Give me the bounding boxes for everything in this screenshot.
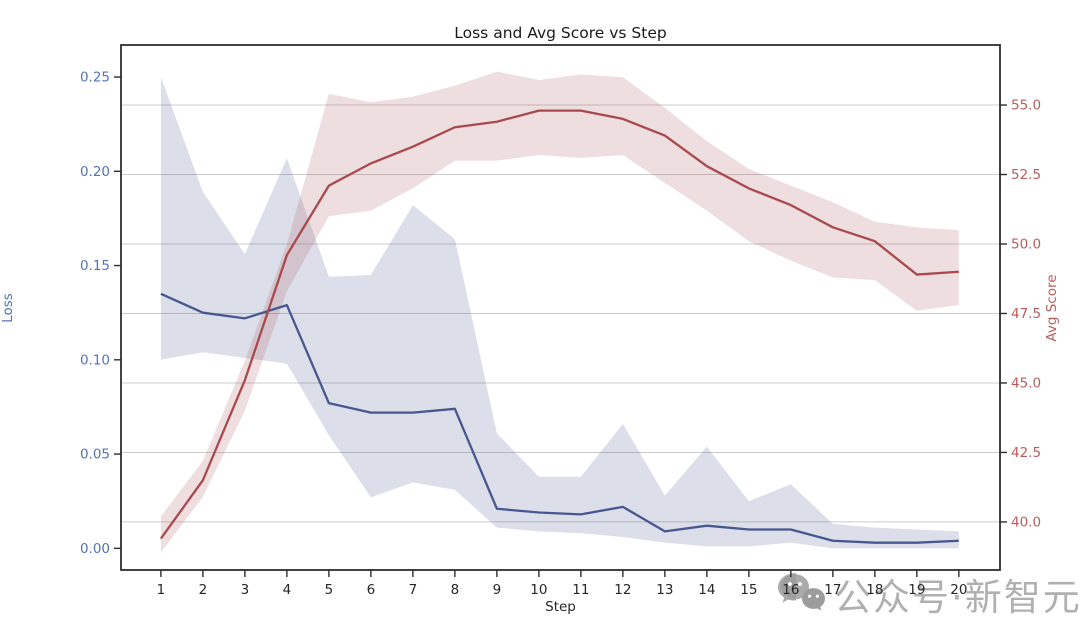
y-right-tick-label: 50.0	[1011, 236, 1041, 252]
y-right-tick-label: 40.0	[1011, 514, 1041, 530]
x-tick-label: 11	[572, 582, 589, 598]
plot-border	[120, 44, 1001, 571]
x-tick-label: 3	[241, 582, 250, 598]
x-tick-label: 6	[367, 582, 376, 598]
y-right-tick-label: 47.5	[1011, 306, 1041, 322]
x-tick-label: 15	[740, 582, 757, 598]
y-right-tick-label: 45.0	[1011, 375, 1041, 391]
x-tick-label: 14	[698, 582, 715, 598]
x-tick-label: 5	[325, 582, 334, 598]
x-tick-label: 19	[908, 582, 925, 598]
band-loss	[160, 77, 959, 549]
y-axis-label-avg-score: Avg Score	[1044, 274, 1060, 342]
x-tick-label: 10	[530, 582, 547, 598]
y-right-tick-label: 42.5	[1011, 445, 1041, 461]
x-tick-label: 8	[451, 582, 460, 598]
chart-title: Loss and Avg Score vs Step	[454, 24, 667, 42]
x-tick-label: 20	[950, 582, 967, 598]
y-left-tick-label: 0.25	[80, 70, 110, 86]
x-tick-label: 1	[157, 582, 166, 598]
y-left-tick-label: 0.05	[80, 447, 110, 463]
wechat-icon	[778, 573, 825, 611]
x-tick-label: 9	[493, 582, 502, 598]
line-loss	[160, 292, 959, 544]
x-tick-label: 7	[409, 582, 418, 598]
x-tick-label: 12	[614, 582, 631, 598]
y-left-tick-label: 0.15	[80, 258, 110, 274]
y-axis-label-loss: Loss	[0, 293, 16, 323]
y-left-tick-label: 0.20	[80, 164, 110, 180]
x-axis-label: Step	[545, 599, 576, 615]
x-tick-label: 13	[656, 582, 673, 598]
x-tick-label: 16	[782, 582, 799, 598]
y-left-tick-label: 0.00	[80, 541, 110, 557]
x-tick-label: 18	[866, 582, 883, 598]
x-tick-label: 17	[824, 582, 841, 598]
x-tick-label: 2	[199, 582, 208, 598]
watermark-text: 公众号·新智元	[834, 576, 1080, 619]
y-left-tick-label: 0.10	[80, 352, 110, 368]
x-tick-label: 4	[283, 582, 292, 598]
y-right-tick-label: 55.0	[1011, 98, 1041, 114]
line-avg-score	[159, 109, 959, 540]
watermark: 公众号·新智元	[776, 567, 1080, 621]
y-right-tick-label: 52.5	[1011, 167, 1041, 183]
